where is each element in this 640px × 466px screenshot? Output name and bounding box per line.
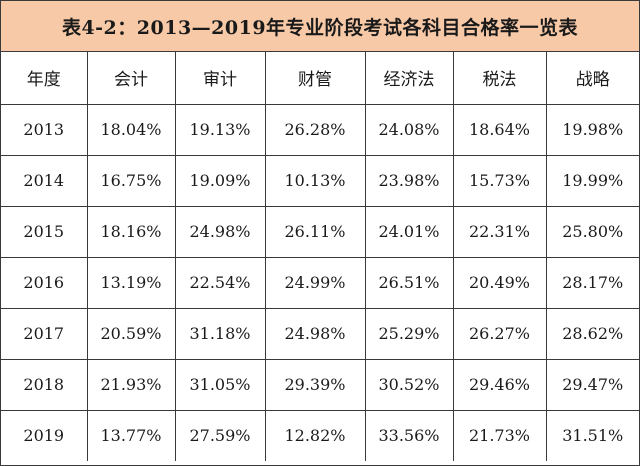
- header-cell-year: 年度: [1, 52, 88, 105]
- table-row: 2014 16.75% 19.09% 10.13% 23.98% 15.73% …: [1, 154, 639, 207]
- rate-cell: 26.28%: [264, 103, 366, 156]
- rate-cell: 29.39%: [264, 358, 366, 411]
- header-cell-audit: 审计: [174, 52, 266, 105]
- rate-cell: 26.11%: [264, 205, 366, 258]
- year-cell: 2018: [1, 358, 88, 411]
- rate-cell: 29.47%: [545, 358, 639, 411]
- year-cell: 2014: [1, 154, 88, 207]
- year-cell: 2016: [1, 256, 88, 309]
- rate-cell: 22.31%: [452, 205, 547, 258]
- rate-cell: 28.62%: [545, 307, 639, 360]
- table-header-row: 年度 会计 审计 财管 经济法 税法 战略: [1, 52, 639, 105]
- rate-cell: 24.08%: [364, 103, 454, 156]
- rate-cell: 18.64%: [452, 103, 547, 156]
- table-row: 2015 18.16% 24.98% 26.11% 24.01% 22.31% …: [1, 205, 639, 258]
- year-cell: 2015: [1, 205, 88, 258]
- pass-rate-table: 年度 会计 审计 财管 经济法 税法 战略 2013 18.04% 19.13%…: [1, 52, 639, 461]
- table-title-bar: 表4-2：2013—2019年专业阶段考试各科目合格率一览表: [1, 1, 639, 52]
- rate-cell: 27.59%: [174, 409, 266, 461]
- table-title: 表4-2：2013—2019年专业阶段考试各科目合格率一览表: [61, 16, 579, 39]
- rate-cell: 33.56%: [364, 409, 454, 461]
- table-row: 2019 13.77% 27.59% 12.82% 33.56% 21.73% …: [1, 409, 639, 461]
- table-row: 2016 13.19% 22.54% 24.99% 26.51% 20.49% …: [1, 256, 639, 309]
- rate-cell: 26.27%: [452, 307, 547, 360]
- rate-cell: 25.29%: [364, 307, 454, 360]
- rate-cell: 25.80%: [545, 205, 639, 258]
- rate-cell: 20.49%: [452, 256, 547, 309]
- rate-cell: 19.98%: [545, 103, 639, 156]
- rate-cell: 31.18%: [174, 307, 266, 360]
- rate-cell: 21.93%: [86, 358, 176, 411]
- rate-cell: 15.73%: [452, 154, 547, 207]
- rate-cell: 31.05%: [174, 358, 266, 411]
- rate-cell: 24.01%: [364, 205, 454, 258]
- header-cell-financial-management: 财管: [264, 52, 366, 105]
- year-cell: 2019: [1, 409, 88, 461]
- rate-cell: 16.75%: [86, 154, 176, 207]
- rate-cell: 23.98%: [364, 154, 454, 207]
- rate-cell: 24.98%: [174, 205, 266, 258]
- rate-cell: 13.19%: [86, 256, 176, 309]
- table-row: 2018 21.93% 31.05% 29.39% 30.52% 29.46% …: [1, 358, 639, 411]
- rate-cell: 13.77%: [86, 409, 176, 461]
- rate-cell: 20.59%: [86, 307, 176, 360]
- year-cell: 2013: [1, 103, 88, 156]
- table-row: 2017 20.59% 31.18% 24.98% 25.29% 26.27% …: [1, 307, 639, 360]
- table-row: 2013 18.04% 19.13% 26.28% 24.08% 18.64% …: [1, 103, 639, 156]
- rate-cell: 29.46%: [452, 358, 547, 411]
- rate-cell: 19.13%: [174, 103, 266, 156]
- rate-cell: 28.17%: [545, 256, 639, 309]
- year-cell: 2017: [1, 307, 88, 360]
- rate-cell: 12.82%: [264, 409, 366, 461]
- rate-cell: 30.52%: [364, 358, 454, 411]
- rate-cell: 19.09%: [174, 154, 266, 207]
- rate-cell: 18.04%: [86, 103, 176, 156]
- header-cell-strategy: 战略: [545, 52, 639, 105]
- rate-cell: 22.54%: [174, 256, 266, 309]
- rate-cell: 10.13%: [264, 154, 366, 207]
- rate-cell: 18.16%: [86, 205, 176, 258]
- header-cell-tax-law: 税法: [452, 52, 547, 105]
- rate-cell: 21.73%: [452, 409, 547, 461]
- rate-cell: 24.99%: [264, 256, 366, 309]
- rate-cell: 31.51%: [545, 409, 639, 461]
- rate-cell: 26.51%: [364, 256, 454, 309]
- header-cell-economic-law: 经济法: [364, 52, 454, 105]
- rate-cell: 19.99%: [545, 154, 639, 207]
- rate-cell: 24.98%: [264, 307, 366, 360]
- header-cell-accounting: 会计: [86, 52, 176, 105]
